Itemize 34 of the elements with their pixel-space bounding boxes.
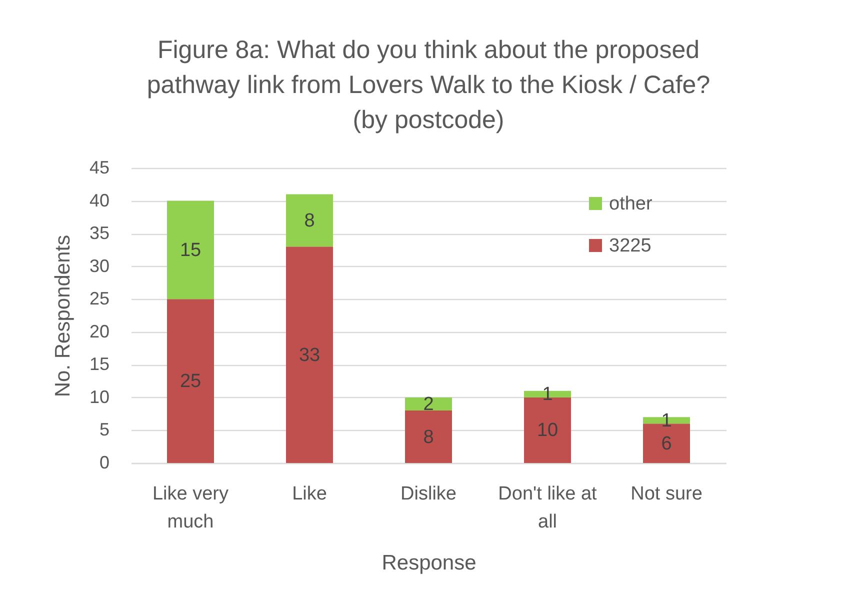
bar (167, 200, 214, 300)
data-label: 33 (298, 344, 320, 366)
y-tick-label: 30 (89, 256, 110, 276)
bar (167, 299, 214, 463)
legend-label: 3225 (609, 236, 652, 256)
x-tick-label: Don't like at all (498, 484, 598, 532)
data-label: 10 (536, 420, 558, 442)
y-axis-title: No. Respondents (51, 234, 74, 398)
bar (405, 410, 452, 463)
y-tick-label: 25 (89, 288, 110, 309)
bar (405, 397, 452, 411)
legend-label: other (609, 194, 653, 214)
x-tick-label: Not sure (630, 484, 702, 504)
data-label: 6 (661, 433, 672, 454)
x-axis-title: Response (382, 552, 476, 574)
y-tick-label: 0 (99, 452, 110, 472)
data-label: 15 (180, 240, 202, 261)
x-tick-label: Dislike (400, 484, 456, 504)
y-tick-label: 20 (89, 321, 110, 342)
data-label: 8 (423, 426, 434, 448)
bar (286, 246, 333, 463)
y-tick-label: 5 (99, 420, 110, 440)
data-label: 2 (423, 394, 434, 415)
y-tick-label: 35 (89, 223, 110, 244)
y-tick-label: 15 (89, 354, 110, 374)
y-tick-label: 10 (89, 386, 110, 407)
chart-title: Figure 8a: What do you think about the proposed pathway link from Lovers Walk to the Kiosk / Cafe? (by postcode) (146, 36, 710, 134)
x-tick-label: Like (292, 484, 327, 504)
y-tick-label: 40 (89, 190, 110, 210)
bar (286, 194, 333, 247)
x-tick-label: Like very much (152, 484, 230, 532)
data-label: 25 (180, 371, 202, 392)
y-tick-label: 45 (89, 158, 110, 178)
data-label: 8 (304, 210, 315, 232)
